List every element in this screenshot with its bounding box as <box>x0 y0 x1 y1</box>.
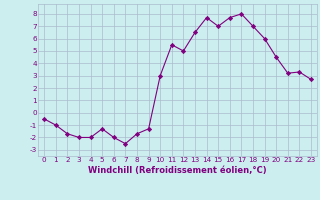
X-axis label: Windchill (Refroidissement éolien,°C): Windchill (Refroidissement éolien,°C) <box>88 166 267 175</box>
